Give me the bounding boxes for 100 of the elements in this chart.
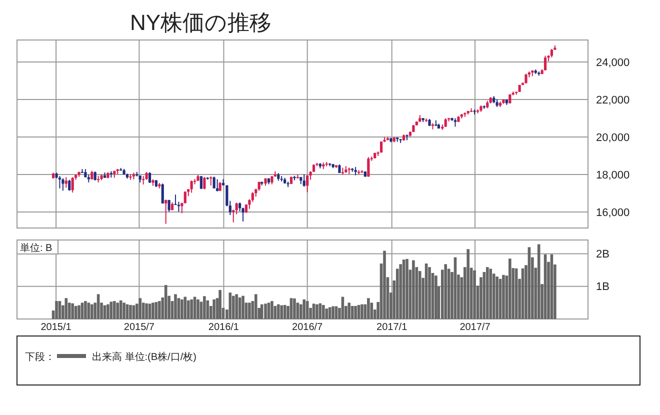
bar [466,249,470,319]
bar [322,304,325,319]
bar [254,294,258,319]
y-tick-label: 1B [596,281,610,294]
legend-label: 出来高 単位:(B株/口/枚) [92,351,196,363]
x-tick-label: 2015/1 [40,322,72,333]
bar [80,302,84,319]
bar [264,304,267,319]
bar [110,302,113,319]
bar [148,304,152,319]
bar [434,276,438,319]
bar [293,298,296,319]
bar [116,302,120,319]
bar [129,304,132,319]
candlestick [68,179,71,192]
bar [152,302,154,319]
bar [212,299,216,319]
bar [276,304,280,319]
bar [270,301,274,319]
bar [206,300,210,319]
bar [90,304,94,319]
candlestick [210,176,212,186]
bar [145,303,148,319]
candlestick [148,172,152,184]
candlestick [508,94,512,104]
bar [106,304,110,319]
bar [228,292,232,319]
bar [412,260,415,319]
candlestick [64,176,68,188]
legend-title: 下段： [25,351,55,363]
candlestick [200,176,203,190]
candlestick [190,180,193,194]
bar [444,264,447,319]
candlestick [71,176,74,194]
candlestick [544,55,547,71]
bar [177,298,180,319]
bar [328,307,332,319]
bar [78,305,80,319]
bar [55,301,58,319]
candlestick [161,183,164,204]
bar [306,301,309,319]
bar [489,268,492,319]
bar [64,298,68,319]
bar [508,258,512,319]
bar [242,296,244,319]
bar [302,299,306,319]
candlestick [94,171,96,182]
bar [496,276,498,319]
x-tick-label: 2017/1 [376,322,408,333]
bar [406,258,408,319]
bar [71,303,74,319]
candlestick [164,199,168,224]
y-tick-label: 18,000 [596,169,630,182]
bar [316,304,318,319]
bar [232,296,235,319]
y-tick-label: 16,000 [596,206,630,219]
annotation: 単位: B [20,242,53,254]
y-tick-label: 20,000 [596,132,630,144]
bar [354,306,357,319]
bar [528,247,531,319]
bar [367,298,370,319]
bar [87,302,90,319]
x-tick-label: 2016/1 [208,322,240,333]
bar [537,244,540,319]
candlestick [302,174,306,188]
bar [138,298,142,319]
bar [184,296,187,319]
candlestick [216,178,219,192]
candlestick [62,178,64,192]
chart-title: NY株価の推移 [130,10,272,35]
bar [84,301,87,319]
y-tick-label: 22,000 [596,94,630,106]
bar [235,294,238,319]
bar [112,301,116,319]
y-tick-label: 2B [596,248,610,261]
bar [122,302,126,319]
bar [203,296,206,319]
bar [218,290,222,319]
bar [486,267,489,319]
candlestick [203,176,206,190]
bar [190,299,193,319]
x-tick-label: 2017/7 [460,322,491,333]
bar [180,299,184,319]
x-tick-label: 2016/7 [292,322,324,333]
bar [296,302,300,319]
candlestick [367,156,370,178]
bar [267,302,270,319]
candlestick [524,73,528,84]
bar [325,308,328,319]
y-tick-label: 24,000 [596,56,630,69]
candlestick [306,174,309,193]
bar [158,301,161,319]
candlestick [212,176,216,189]
bar [312,304,316,319]
bar [473,270,476,319]
bar [174,294,177,319]
bar [332,306,334,319]
bar [418,271,422,319]
x-tick-label: 2015/7 [124,322,155,333]
bar [290,298,293,319]
